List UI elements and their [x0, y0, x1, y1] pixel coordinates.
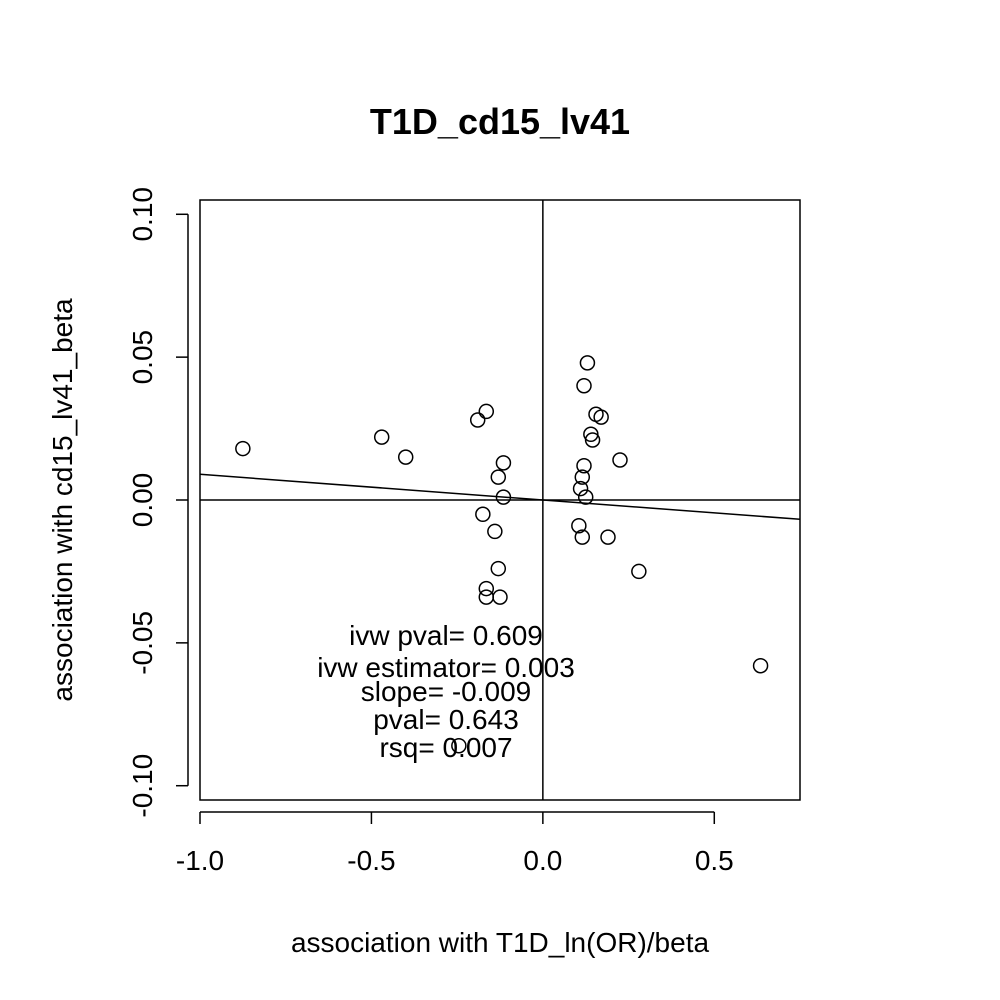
data-point-19 [593, 409, 609, 425]
data-point-27 [571, 517, 587, 534]
data-point-25 [572, 480, 589, 497]
data-point-1 [235, 440, 251, 457]
y-tick-label: 0.00 [127, 473, 158, 528]
data-point-14 [492, 589, 508, 605]
stat-annotation-4: pval= 0.643 [373, 704, 519, 735]
x-axis-label: association with T1D_ln(OR)/beta [291, 927, 710, 958]
data-point-21 [584, 432, 601, 448]
data-point-24 [574, 469, 591, 485]
data-point-3 [397, 449, 414, 465]
y-axis: -0.10 -0.05 0.00 0.05 0.10 [127, 187, 189, 818]
x-tick-label: -1.0 [176, 845, 224, 876]
stat-annotation-1: ivw pval= 0.609 [349, 620, 543, 651]
x-tick-label: 0.5 [695, 845, 734, 876]
data-point-2 [373, 429, 390, 445]
data-point-22 [612, 452, 628, 468]
data-point-15 [451, 737, 467, 754]
y-tick-label: 0.05 [127, 330, 158, 385]
data-point-30 [631, 563, 647, 580]
regression-line [199, 473, 801, 521]
data-point-8 [495, 489, 512, 505]
data-point-26 [577, 489, 594, 505]
stat-annotation-5: rsq= 0.007 [379, 732, 512, 763]
y-tick-label: -0.10 [127, 754, 158, 818]
data-points [235, 355, 769, 754]
data-point-9 [475, 506, 491, 523]
y-tick-label: 0.10 [127, 187, 158, 242]
data-point-6 [495, 455, 512, 471]
data-point-28 [574, 529, 591, 545]
data-point-29 [600, 529, 616, 545]
data-point-20 [583, 426, 599, 443]
data-point-13 [478, 589, 495, 605]
chart-title: T1D_cd15_lv41 [370, 101, 630, 142]
data-point-4 [469, 412, 486, 428]
data-point-17 [576, 377, 592, 394]
data-point-16 [579, 355, 596, 371]
data-point-18 [588, 406, 604, 423]
data-point-12 [478, 580, 495, 597]
data-point-11 [490, 560, 507, 577]
y-axis-label: association with cd15_lv41_beta [47, 298, 78, 702]
x-axis: -1.0 -0.5 0.0 0.5 [176, 811, 734, 876]
data-point-23 [576, 457, 592, 474]
x-tick-label: -0.5 [347, 845, 395, 876]
fit-line [199, 473, 801, 521]
y-tick-label: -0.05 [127, 611, 158, 675]
data-point-10 [487, 523, 503, 540]
stat-annotation-2: ivw estimator= 0.003 [317, 652, 575, 683]
stat-annotation-3: slope= -0.009 [361, 676, 531, 707]
data-point-31 [752, 657, 769, 674]
x-tick-label: 0.0 [523, 845, 562, 876]
data-point-7 [490, 469, 507, 485]
data-point-5 [478, 403, 495, 420]
